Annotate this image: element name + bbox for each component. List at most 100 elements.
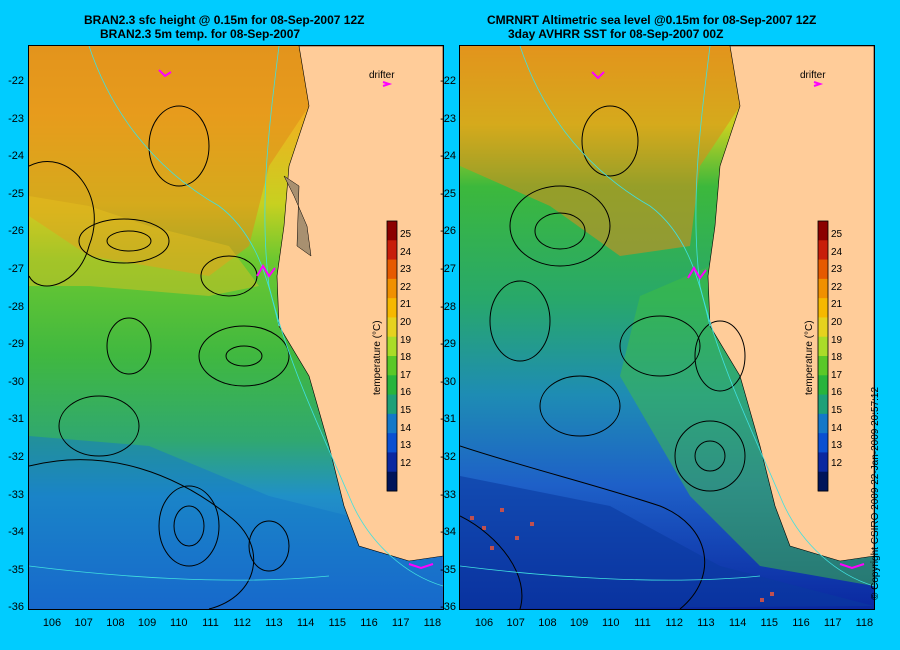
right-map-panel: drifter	[459, 45, 875, 610]
latitude-label: -24	[440, 150, 456, 163]
colorbar-segment	[818, 394, 828, 415]
colorbar-segment	[387, 240, 397, 261]
longitude-label: 117	[823, 617, 842, 629]
colorbar-segment	[387, 259, 397, 280]
colorbar-segment	[387, 336, 397, 357]
colorbar-segment	[387, 317, 397, 338]
latitude-label: -36	[8, 601, 24, 614]
colorbar-segment	[818, 356, 828, 376]
longitude-label: 114	[296, 617, 315, 629]
latitude-label: -27	[440, 263, 456, 275]
colorbar-segment	[818, 336, 828, 357]
colorbar-tick-label: 18	[831, 352, 843, 364]
colorbar-segment	[387, 298, 397, 318]
copyright-text: © Copyright CSIRO 2009 22-Jan-2009 20:57…	[870, 386, 881, 600]
colorbar-segment	[818, 221, 828, 241]
longitude-label: 107	[74, 617, 93, 629]
colorbar-tick-label: 17	[831, 369, 843, 381]
latitude-label: -32	[440, 451, 456, 463]
latitude-label: -27	[8, 263, 24, 275]
left-title-line2: BRAN2.3 5m temp. for 08-Sep-2007	[100, 27, 301, 41]
longitude-label: 112	[665, 617, 683, 629]
latitude-label: -28	[8, 300, 24, 313]
colorbar-tick-label: 24	[400, 246, 412, 258]
longitude-label: 108	[106, 617, 125, 629]
latitude-label: -31	[440, 413, 456, 426]
colorbar-segment	[387, 452, 397, 473]
left-title-line1: BRAN2.3 sfc height @ 0.15m for 08-Sep-20…	[84, 13, 365, 27]
colorbar-tick-label: 19	[400, 334, 412, 346]
latitude-label: -22	[440, 75, 456, 87]
latitude-label: -23	[8, 112, 24, 125]
longitude-label: 115	[328, 617, 347, 629]
colorbar-segment	[818, 375, 828, 396]
colorbar-segment	[818, 278, 828, 299]
longitude-label: 116	[792, 617, 810, 629]
left-map-panel: drifter	[28, 45, 444, 610]
colorbar-tick-label: 20	[831, 317, 843, 328]
right-drifter-label: drifter	[800, 70, 826, 81]
longitude-label: 114	[728, 617, 747, 629]
left-longitude-axis: 106 107 108 109 110 111 112 113 114 115 116 117 118	[0, 617, 450, 637]
colorbar-tick-label: 16	[831, 387, 843, 399]
right-colorbar-title: temperature (°C)	[804, 320, 815, 395]
longitude-label: 110	[170, 617, 188, 629]
right-latitude-axis: -22 -23 -24 -25 -26 -27 -28 -29 -30 -31 -32 -33 -34 -…	[432, 0, 460, 650]
latitude-label: -33	[8, 488, 24, 501]
longitude-label: 107	[506, 617, 525, 629]
drifter-tracks	[591, 71, 865, 570]
colorbar-segment	[818, 317, 828, 338]
longitude-label: 106	[474, 617, 494, 629]
latitude-label: -26	[440, 225, 456, 238]
latitude-label: -23	[440, 112, 456, 125]
drifter-tracks	[158, 69, 434, 570]
colorbar-segment	[387, 413, 397, 434]
longitude-label: 110	[602, 617, 620, 629]
latitude-label: -35	[440, 563, 456, 576]
colorbar-tick-label: 18	[400, 352, 412, 364]
colorbar-tick-label: 12	[400, 457, 412, 469]
colorbar-tick-label: 16	[400, 387, 412, 399]
colorbar-segment	[818, 259, 828, 280]
latitude-label: -29	[8, 338, 24, 351]
colorbar-segment	[387, 375, 397, 396]
colorbar-tick-label: 15	[400, 405, 412, 416]
colorbar-tick-label: 14	[400, 422, 412, 434]
left-colorbar-title: temperature (°C)	[372, 320, 383, 395]
colorbar-tick-label: 13	[400, 440, 412, 452]
colorbar-tick-label: 24	[831, 246, 843, 258]
colorbar-segment	[387, 221, 397, 241]
left-drifter-label: drifter	[369, 70, 395, 81]
colorbar-segment	[818, 298, 828, 318]
left-colorbar	[386, 220, 398, 492]
longitude-label: 113	[265, 617, 283, 629]
longitude-label: 118	[855, 617, 874, 629]
colorbar-segment	[818, 413, 828, 434]
colorbar-segment	[818, 471, 828, 492]
colorbar-segment	[387, 278, 397, 299]
latitude-label: -31	[8, 413, 24, 426]
colorbar-tick-label: 15	[831, 405, 843, 416]
colorbar-segment	[818, 240, 828, 261]
longitude-label: 109	[569, 617, 589, 629]
latitude-label: -36	[440, 601, 456, 614]
colorbar-tick-label: 17	[400, 369, 412, 381]
coastline-land	[707, 46, 874, 562]
right-longitude-axis: 106 107 108 109 110 111 112 113 114 115 116 117 118	[0, 617, 900, 637]
right-map-svg: drifter	[460, 46, 874, 609]
longitude-label: 108	[538, 617, 557, 629]
latitude-label: -32	[8, 451, 24, 463]
colorbar-tick-label: 21	[831, 299, 843, 311]
longitude-label: 116	[360, 617, 378, 629]
latitude-label: -25	[8, 187, 24, 200]
right-title-line2: 3day AVHRR SST for 08-Sep-2007 00Z	[508, 27, 724, 41]
left-latitude-axis: -22 -23 -24 -25 -26 -27 -28 -29 -30 -31 -32 -33 -34 -…	[0, 0, 28, 650]
longitude-label: 113	[697, 617, 715, 629]
colorbar-tick-label: 13	[831, 440, 843, 452]
longitude-label: 106	[42, 617, 62, 629]
latitude-label: -24	[8, 150, 24, 163]
colorbar-segment	[387, 433, 397, 453]
latitude-label: -30	[440, 375, 456, 388]
right-colorbar	[817, 220, 829, 492]
coastline-land	[276, 46, 443, 562]
